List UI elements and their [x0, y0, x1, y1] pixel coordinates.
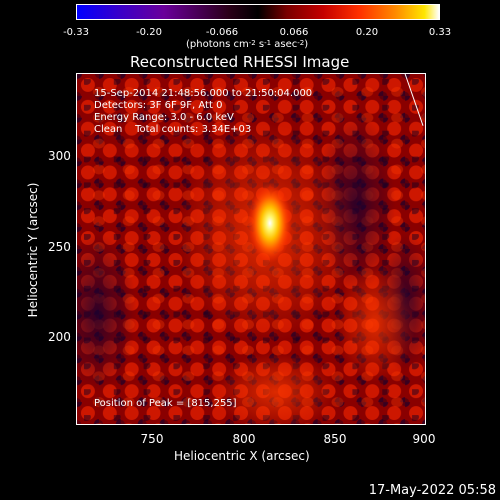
x-tick-label: 800 [232, 432, 256, 446]
timestamp: 17-May-2022 05:58 [368, 483, 496, 498]
colorbar [76, 4, 440, 20]
colorbar-tick: 0.20 [355, 27, 379, 38]
x-axis-label: Heliocentric X (arcsec) [174, 449, 310, 463]
colorbar-tick: -0.33 [63, 27, 89, 38]
plot-area: 15-Sep-2014 21:48:56.000 to 21:50:04.000… [76, 73, 426, 425]
peak-position-label: Position of Peak = [815,255] [94, 398, 237, 409]
colorbar-units: (photons cm-2 s-1 asec-2) [186, 39, 309, 50]
time-range-label: 15-Sep-2014 21:48:56.000 to 21:50:04.000 [94, 88, 313, 99]
colorbar-tick: -0.20 [136, 27, 162, 38]
y-tick-label: 300 [48, 149, 71, 163]
energy-range-label: Energy Range: 3.0 - 6.0 keV [94, 112, 234, 123]
plot-title: Reconstructed RHESSI Image [130, 53, 350, 71]
x-tick-label: 900 [412, 432, 436, 446]
x-tick-label: 750 [140, 432, 164, 446]
colorbar-tick: 0.33 [428, 27, 452, 38]
colorbar-tick: -0.066 [205, 27, 239, 38]
detectors-label: Detectors: 3F 6F 9F, Att 0 [94, 100, 223, 111]
x-tick-label: 850 [323, 432, 347, 446]
colorbar-tick: 0.066 [279, 27, 309, 38]
clean-counts-label: Clean Total counts: 3.34E+03 [94, 124, 252, 135]
y-tick-label: 200 [48, 330, 71, 344]
y-tick-label: 250 [48, 240, 71, 254]
y-axis-label: Heliocentric Y (arcsec) [26, 182, 40, 318]
heatmap-image [77, 74, 425, 424]
